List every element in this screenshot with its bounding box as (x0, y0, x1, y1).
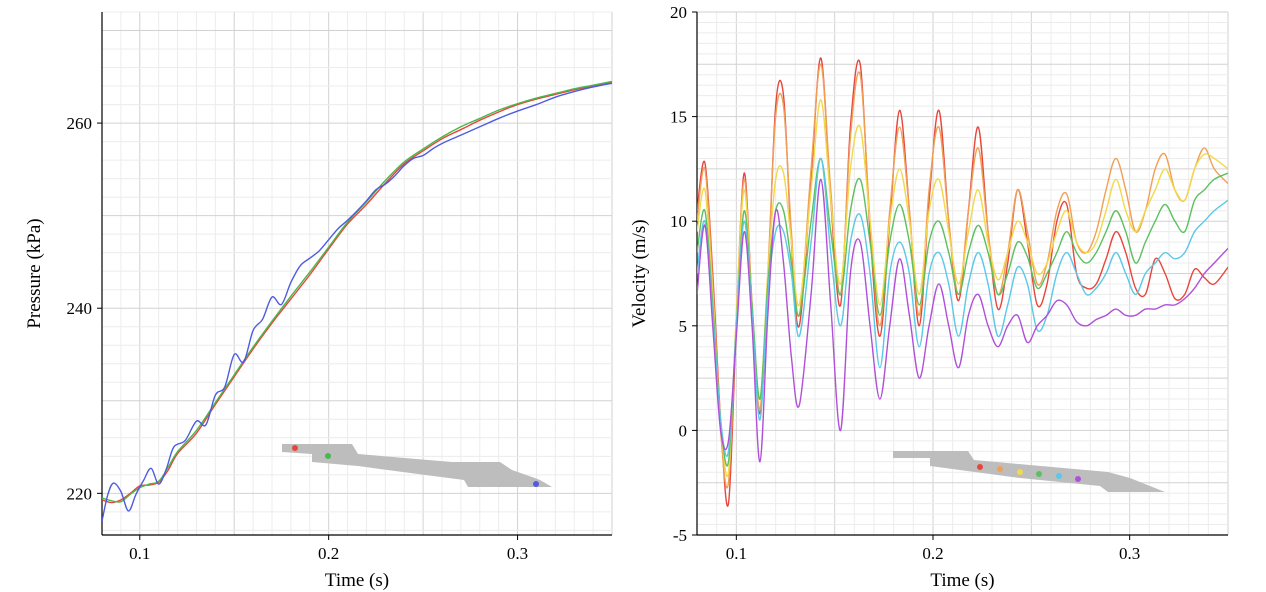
pressure-chart: 0.1 0.2 0.3 220 240 260 Time (s) Pressure (kPa) (24, 11, 613, 591)
velocity-inset-probe-dot (977, 464, 983, 470)
y-tick-label: 0 (679, 421, 688, 440)
pressure-inset-shape (282, 444, 552, 487)
velocity-chart: 0.1 0.2 0.3 -5 0 5 10 15 20 Time (s) Velocity (m/s… (629, 3, 1229, 591)
velocity-series-line-5 (697, 157, 1228, 457)
velocity-inset-probe-dot (1075, 476, 1081, 482)
x-tick-label: 0.1 (726, 544, 747, 563)
pressure-inset-probe-dot (292, 445, 298, 451)
velocity-x-axis-label: Time (s) (930, 570, 994, 591)
velocity-y-axis-label: Velocity (m/s) (629, 219, 650, 327)
y-tick-label: 220 (67, 484, 93, 503)
y-tick-label: 15 (670, 108, 687, 127)
pressure-inset-probe-dot (533, 481, 539, 487)
velocity-series-line-4 (697, 157, 1228, 467)
velocity-series-line-6 (697, 178, 1228, 463)
y-tick-label: 10 (670, 212, 687, 231)
pressure-inset-geometry (282, 444, 552, 487)
y-tick-label: 260 (67, 114, 93, 133)
pressure-series-group (102, 80, 612, 522)
y-tick-label: 20 (670, 3, 687, 22)
pressure-y-axis-label: Pressure (kPa) (24, 218, 45, 328)
x-tick-label: 0.1 (129, 544, 150, 563)
pressure-series-line-1 (102, 81, 612, 504)
x-tick-label: 0.2 (922, 544, 943, 563)
velocity-inset-probe-dot (1017, 469, 1023, 475)
pressure-x-axis-label: Time (s) (325, 570, 389, 591)
pressure-inset-probe-dot (325, 453, 331, 459)
x-tick-label: 0.3 (507, 544, 528, 563)
velocity-inset-probe-dot (1036, 471, 1042, 477)
y-tick-label: 5 (679, 317, 688, 336)
velocity-series-line-2 (697, 63, 1228, 489)
pressure-series-line-2 (102, 80, 612, 503)
velocity-inset-shape (893, 451, 1165, 492)
y-tick-label: -5 (673, 526, 687, 545)
velocity-inset-geometry (893, 451, 1165, 492)
pressure-series-line-3 (102, 82, 612, 522)
velocity-inset-probe-dot (1056, 473, 1062, 479)
y-tick-label: 240 (67, 299, 93, 318)
x-tick-label: 0.2 (318, 544, 339, 563)
velocity-series-group (697, 57, 1228, 507)
velocity-inset-probe-dot (997, 466, 1003, 472)
x-tick-label: 0.3 (1119, 544, 1140, 563)
